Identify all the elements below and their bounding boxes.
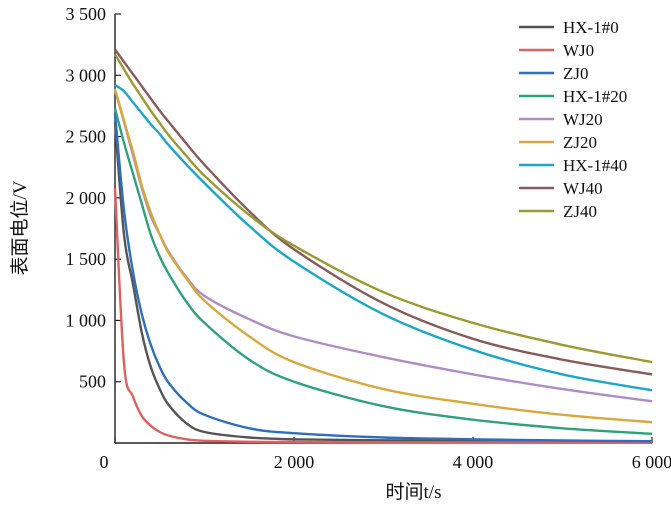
legend: HX-1#0 WJ0 ZJ0 HX-1#20 WJ20 ZJ20 HX-1#40 WJ40 ZJ… (519, 18, 627, 221)
x-tick-label: 0 (100, 452, 109, 472)
series-line-2 (113, 188, 653, 444)
legend-label: WJ20 (563, 110, 603, 129)
y-axis-label: 表面电位/V (9, 180, 31, 275)
series-line-9 (113, 53, 653, 364)
y-tick-label: 3 000 (66, 65, 107, 85)
series-line-1 (113, 121, 653, 443)
series-line-3 (113, 113, 653, 443)
y-tick-label: 2 000 (66, 188, 107, 208)
series-line-4 (113, 108, 653, 435)
y-tick-label: 500 (79, 372, 106, 392)
x-tick-label: 2 000 (274, 452, 315, 472)
y-tick-label: 1 000 (66, 310, 107, 330)
y-tick-label: 3 500 (66, 4, 107, 24)
legend-label: WJ0 (563, 41, 594, 60)
x-axis-label: 时间t/s (386, 481, 442, 503)
axes: 0 2 000 4 000 6 000 500 1 000 1 500 2 000 2 500 3… (66, 4, 671, 472)
legend-label: HX-1#40 (563, 156, 627, 175)
x-tick-label: 6 000 (632, 452, 671, 472)
legend-label: ZJ20 (563, 133, 597, 152)
series-line-8 (114, 48, 653, 376)
legend-label: WJ40 (563, 179, 603, 198)
legend-label: HX-1#0 (563, 18, 619, 37)
y-tick-label: 1 500 (66, 249, 107, 269)
legend-label: ZJ0 (563, 64, 589, 83)
y-tick-label: 2 500 (66, 127, 107, 147)
legend-label: ZJ40 (563, 202, 597, 221)
series-lines (113, 48, 653, 444)
series-line-7 (114, 84, 653, 392)
series-line-6 (113, 88, 653, 424)
legend-label: HX-1#20 (563, 87, 627, 106)
x-tick-label: 4 000 (453, 452, 494, 472)
